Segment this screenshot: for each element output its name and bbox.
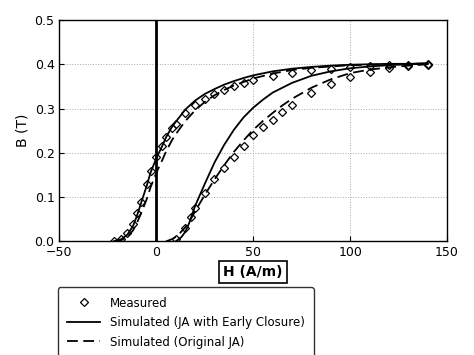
Legend: Measured, Simulated (JA with Early Closure), Simulated (Original JA): Measured, Simulated (JA with Early Closu… <box>57 287 314 355</box>
Y-axis label: B (T): B (T) <box>15 114 29 147</box>
X-axis label: H (A/m): H (A/m) <box>223 265 283 279</box>
